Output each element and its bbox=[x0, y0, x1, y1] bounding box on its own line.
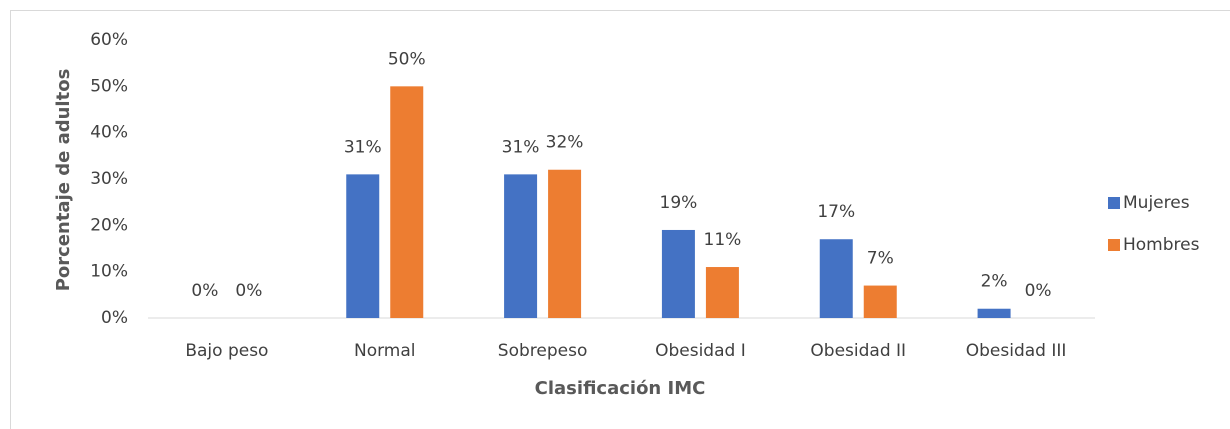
x-axis-title: Clasificación IMC bbox=[535, 378, 706, 399]
chart-border bbox=[10, 10, 1230, 429]
data-label: 19% bbox=[660, 193, 698, 213]
data-label: 31% bbox=[344, 137, 382, 157]
legend-swatch bbox=[1108, 239, 1120, 251]
bar bbox=[705, 267, 739, 318]
x-tick-label: Sobrepeso bbox=[498, 341, 588, 361]
y-tick-label: 60% bbox=[90, 30, 128, 50]
data-label: 0% bbox=[1025, 281, 1052, 301]
y-tick-label: 0% bbox=[101, 308, 128, 328]
bar bbox=[977, 308, 1011, 318]
legend-label: Hombres bbox=[1123, 235, 1200, 255]
x-tick-label: Bajo peso bbox=[185, 341, 268, 361]
bar bbox=[548, 169, 582, 318]
data-label: 31% bbox=[502, 137, 540, 157]
bar bbox=[863, 285, 897, 318]
y-tick-label: 30% bbox=[90, 169, 128, 189]
x-tick-label: Obesidad I bbox=[655, 341, 746, 361]
legend-label: Mujeres bbox=[1123, 193, 1190, 213]
y-tick-label: 20% bbox=[90, 215, 128, 235]
data-label: 11% bbox=[704, 230, 742, 250]
x-tick-label: Obesidad II bbox=[810, 341, 906, 361]
y-tick-label: 10% bbox=[90, 262, 128, 282]
x-tick-label: Obesidad III bbox=[966, 341, 1067, 361]
x-tick-label: Normal bbox=[354, 341, 416, 361]
legend-swatch bbox=[1108, 197, 1120, 209]
data-label: 17% bbox=[817, 202, 855, 222]
data-label: 32% bbox=[546, 133, 584, 153]
bar bbox=[390, 86, 424, 318]
data-label: 0% bbox=[191, 281, 218, 301]
data-label: 0% bbox=[235, 281, 262, 301]
data-label: 2% bbox=[981, 272, 1008, 292]
bar bbox=[661, 229, 695, 318]
y-axis-title: Porcentaje de adultos bbox=[53, 69, 74, 292]
bar bbox=[346, 174, 380, 318]
data-label: 7% bbox=[867, 249, 894, 269]
y-tick-label: 40% bbox=[90, 123, 128, 143]
data-label: 50% bbox=[388, 49, 426, 69]
bar bbox=[819, 239, 853, 318]
y-tick-label: 50% bbox=[90, 76, 128, 96]
bar bbox=[504, 174, 538, 318]
